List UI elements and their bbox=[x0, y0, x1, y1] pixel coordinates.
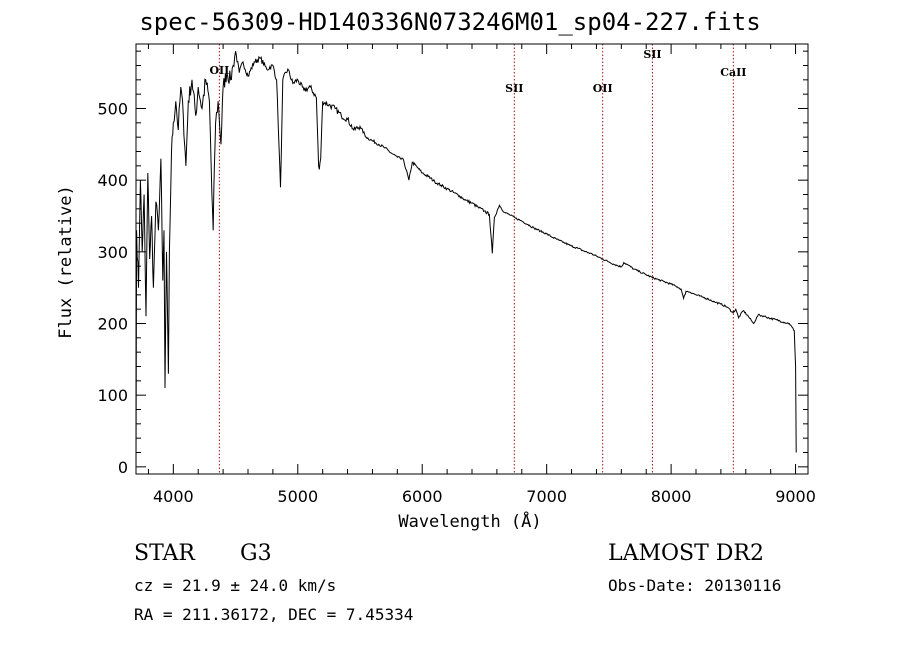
y-tick-label: 0 bbox=[118, 458, 128, 477]
y-tick-label: 500 bbox=[97, 100, 128, 119]
spectral-class: G3 bbox=[240, 541, 272, 566]
survey-name: LAMOST DR2 bbox=[608, 541, 764, 566]
y-tick-label: 100 bbox=[97, 386, 128, 405]
annotation-label: OII bbox=[593, 82, 613, 95]
x-tick-label: 7000 bbox=[526, 487, 567, 506]
plot-frame bbox=[135, 43, 809, 475]
x-tick-label: 6000 bbox=[402, 487, 443, 506]
obs-date: Obs-Date: 20130116 bbox=[608, 576, 782, 595]
annotation-label: CaII bbox=[720, 66, 746, 79]
y-tick-label: 200 bbox=[97, 315, 128, 334]
y-axis-label: Flux (relative) bbox=[56, 185, 76, 339]
object-type: STAR bbox=[134, 541, 195, 566]
coordinates-readout: RA = 211.36172, DEC = 7.45334 bbox=[134, 605, 414, 624]
chart-title: spec-56309-HD140336N073246M01_sp04-227.f… bbox=[139, 8, 761, 36]
x-tick-label: 4000 bbox=[153, 487, 194, 506]
x-tick-label: 9000 bbox=[775, 487, 816, 506]
annotation-label: OII bbox=[209, 64, 229, 77]
annotation-label: SII bbox=[505, 82, 523, 95]
x-axis-label: Wavelength (Å) bbox=[398, 512, 542, 532]
redshift-readout: cz = 21.9 ± 24.0 km/s bbox=[134, 576, 337, 595]
x-tick-label: 8000 bbox=[651, 487, 692, 506]
annotation-label: SII bbox=[643, 48, 661, 61]
y-tick-label: 300 bbox=[97, 243, 128, 262]
y-tick-label: 400 bbox=[97, 171, 128, 190]
flux-series-line bbox=[135, 51, 797, 467]
x-tick-label: 5000 bbox=[277, 487, 318, 506]
